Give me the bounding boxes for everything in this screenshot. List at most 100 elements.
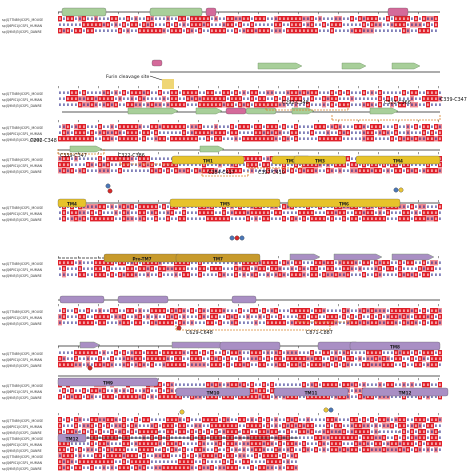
- residue-letter: [343, 321, 345, 324]
- residue-letter: [255, 357, 257, 360]
- ruler-tick: [418, 152, 419, 155]
- residue-letter: [139, 163, 141, 166]
- ruler-tick: [78, 304, 79, 307]
- residue-letter: [307, 383, 309, 386]
- residue-letter: [227, 351, 229, 354]
- residue-letter: [75, 125, 77, 128]
- residue-letter: [331, 351, 333, 354]
- residue-letter: [111, 261, 113, 264]
- residue-letter: [171, 29, 173, 32]
- residue-letter: [71, 273, 73, 276]
- residue-letter: [359, 125, 361, 128]
- residue-letter: [403, 383, 405, 386]
- residue-letter: [75, 261, 77, 264]
- residue-letter: [211, 383, 213, 386]
- residue-letter: [147, 131, 149, 134]
- residue-letter: [231, 321, 233, 324]
- residue-letter: [311, 163, 313, 166]
- residue-letter: [323, 17, 325, 20]
- residue-letter: [147, 17, 149, 20]
- residue-letter: [199, 363, 201, 366]
- residue-letter: [271, 395, 273, 398]
- residue-letter: [431, 103, 433, 106]
- residue-letter: [247, 131, 249, 134]
- residue-letter: [351, 389, 353, 392]
- residue-letter: [423, 273, 425, 276]
- residue-letter: [99, 418, 101, 421]
- residue-letter: [195, 309, 197, 312]
- residue-letter: [375, 363, 377, 366]
- residue-letter: [91, 315, 93, 318]
- residue-letter: [259, 103, 261, 106]
- residue-letter: [103, 309, 105, 312]
- residue-letter: [99, 169, 101, 172]
- residue-letter: [155, 430, 157, 433]
- residue-letter: [191, 169, 193, 172]
- residue-letter: [279, 137, 281, 140]
- residue-letter: [103, 137, 105, 140]
- residue-letter: [139, 424, 141, 427]
- residue-letter: [123, 424, 125, 427]
- residue-letter: [335, 273, 337, 276]
- residue-letter: [423, 125, 425, 128]
- residue-letter: [203, 418, 205, 421]
- residue-letter: [307, 315, 309, 318]
- residue-letter: [359, 363, 361, 366]
- residue-letter: [71, 211, 73, 214]
- residue-letter: [195, 97, 197, 100]
- residue-letter: [215, 357, 217, 360]
- residue-letter: [271, 169, 273, 172]
- residue-letter: [251, 418, 253, 421]
- residue-letter: [375, 131, 377, 134]
- residue-letter: [183, 131, 185, 134]
- residue-letter: [135, 389, 137, 392]
- residue-letter: [355, 169, 357, 172]
- residue-letter: [419, 267, 421, 270]
- residue-letter: [199, 267, 201, 270]
- residue-letter: [63, 424, 65, 427]
- residue-letter: [343, 395, 345, 398]
- residue-letter: [319, 23, 321, 26]
- residue-letter: [311, 363, 313, 366]
- residue-letter: [195, 357, 197, 360]
- residue-letter: [95, 395, 97, 398]
- residue-letter: [195, 17, 197, 20]
- residue-letter: [159, 169, 161, 172]
- residue-letter: [423, 418, 425, 421]
- residue-letter: [323, 217, 325, 220]
- residue-letter: [203, 351, 205, 354]
- residue-letter: [267, 261, 269, 264]
- residue-letter: [183, 91, 185, 94]
- residue-letter: [431, 357, 433, 360]
- residue-letter: [407, 97, 409, 100]
- ruler-tick: [318, 304, 319, 307]
- residue-letter: [415, 205, 417, 208]
- ruler-tick: [198, 413, 199, 416]
- residue-letter: [107, 103, 109, 106]
- residue-letter: [195, 424, 197, 427]
- residue-letter: [251, 29, 253, 32]
- residue-letter: [231, 267, 233, 270]
- residue-letter: [371, 169, 373, 172]
- residue-letter: [411, 125, 413, 128]
- sequence-name: sp|Q6PIS1|ICSP1_HUMAN: [2, 390, 43, 394]
- residue-letter: [167, 217, 169, 220]
- residue-letter: [335, 125, 337, 128]
- residue-letter: [311, 137, 313, 140]
- sequence-name: sp|Q6PIS1|ICSP1_HUMAN: [2, 164, 43, 168]
- residue-letter: [227, 273, 229, 276]
- residue-letter: [115, 125, 117, 128]
- residue-letter: [367, 395, 369, 398]
- residue-letter: [335, 383, 337, 386]
- residue-letter: [175, 315, 177, 318]
- ruler-tick: [178, 413, 179, 416]
- residue-letter: [183, 211, 185, 214]
- residue-letter: [283, 321, 285, 324]
- residue-letter: [199, 430, 201, 433]
- residue-letter: [439, 351, 441, 354]
- residue-letter: [183, 163, 185, 166]
- residue-letter: [255, 273, 257, 276]
- residue-letter: [59, 217, 61, 220]
- residue-letter: [159, 351, 161, 354]
- residue-letter: [279, 103, 281, 106]
